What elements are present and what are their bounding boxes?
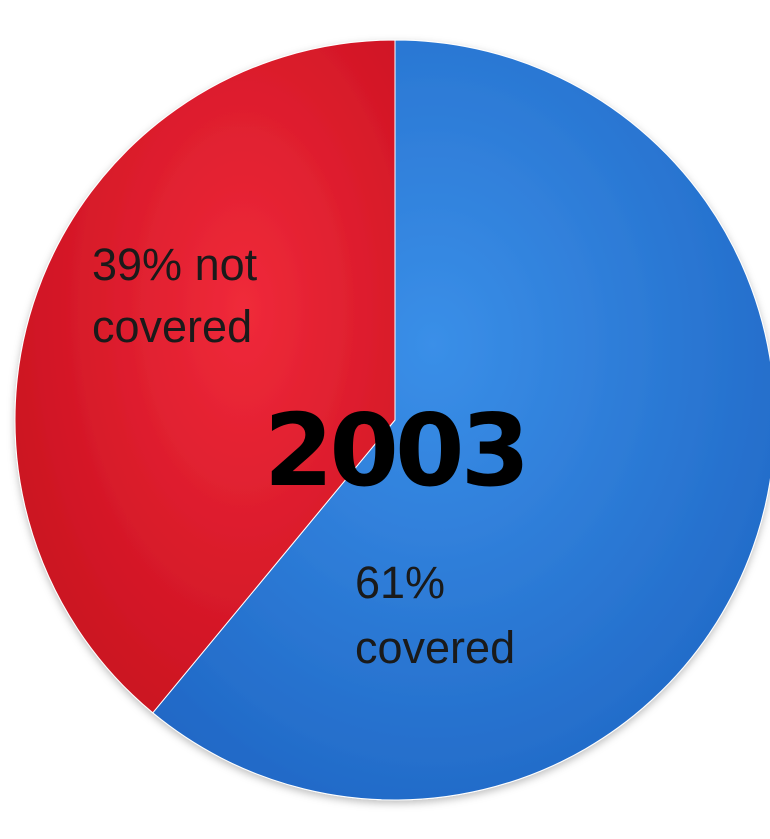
slice-label-line: covered — [355, 622, 515, 673]
slice-label-line: covered — [92, 301, 252, 352]
slice-label-covered: 61% covered — [355, 557, 515, 673]
slice-label-line: 61% — [355, 557, 445, 608]
slice-label-line: 39% not — [92, 239, 258, 290]
center-year-label: 2003 — [264, 392, 526, 509]
pie-slice-not-covered — [14, 39, 396, 714]
slice-label-not-covered: 39% not covered — [92, 239, 258, 352]
pie-slice-covered — [152, 39, 770, 801]
pie-slices — [14, 39, 770, 801]
pie-slice-labels: 61% covered 39% not covered — [92, 239, 515, 673]
